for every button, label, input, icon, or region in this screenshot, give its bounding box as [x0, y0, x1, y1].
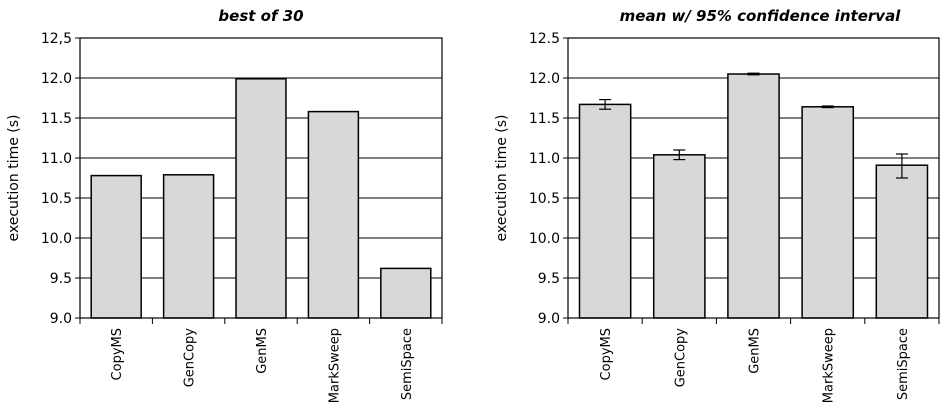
y-tick-label: 11.5	[529, 111, 560, 127]
x-tick-label: GenCopy	[673, 328, 688, 388]
y-tick-label: 12,5	[41, 31, 72, 47]
x-tick-label: SemiSpace	[400, 328, 415, 400]
chart-best-of-30: best of 30 9.0 9.5 10.0 10.5 11.0 11.5 12.0 12,5…	[6, 7, 443, 403]
y-tick-label: 9.5	[50, 271, 72, 287]
y-tick-label: 12.0	[41, 71, 72, 87]
y-tick-label: 9.0	[50, 311, 72, 327]
bar-gencopy	[652, 154, 706, 319]
y-tick-label: 12.0	[529, 71, 560, 87]
chart-title: mean w/ 95% confidence interval	[620, 7, 902, 25]
x-tick-label: SemiSpace	[896, 328, 911, 400]
bar-genms	[727, 73, 780, 319]
y-tick-label: 10.0	[41, 231, 72, 247]
plot-frame	[567, 37, 940, 319]
y-tick-label: 12.5	[529, 31, 560, 47]
bar-gencopy	[162, 174, 215, 319]
bar-copyms	[90, 174, 142, 319]
y-tick-label: 9.0	[538, 311, 560, 327]
plot-frame	[79, 37, 443, 319]
y-axis-label: execution time (s)	[6, 115, 22, 242]
chart-title: best of 30	[218, 7, 303, 25]
bar-copyms	[578, 103, 632, 319]
y-tick-label: 10.5	[529, 191, 560, 207]
bar-semispace	[380, 267, 432, 319]
x-tick-label: MarkSweep	[327, 328, 342, 403]
y-tick-label: 11.0	[41, 151, 72, 167]
y-tick-label: 11.0	[529, 151, 560, 167]
x-tick-label: CopyMS	[110, 328, 125, 380]
x-tick-label: GenMS	[255, 328, 270, 374]
y-tick-label: 9.5	[538, 271, 560, 287]
chart-mean-confidence-interval: mean w/ 95% confidence interval 9.0 9.5 10.…	[494, 7, 940, 403]
bar-marksweep	[801, 106, 855, 319]
x-tick-label: MarkSweep	[822, 328, 837, 403]
bar-semispace	[875, 164, 929, 319]
y-tick-label: 10.5	[41, 191, 72, 207]
y-axis-label: execution time (s)	[494, 115, 510, 242]
x-tick-label: CopyMS	[599, 328, 614, 380]
y-tick-label: 11.5	[41, 111, 72, 127]
x-tick-label: GenMS	[748, 328, 763, 374]
bar-marksweep	[307, 110, 360, 319]
y-tick-label: 10.0	[529, 231, 560, 247]
bar-genms	[235, 78, 287, 319]
x-tick-label: GenCopy	[183, 328, 198, 388]
